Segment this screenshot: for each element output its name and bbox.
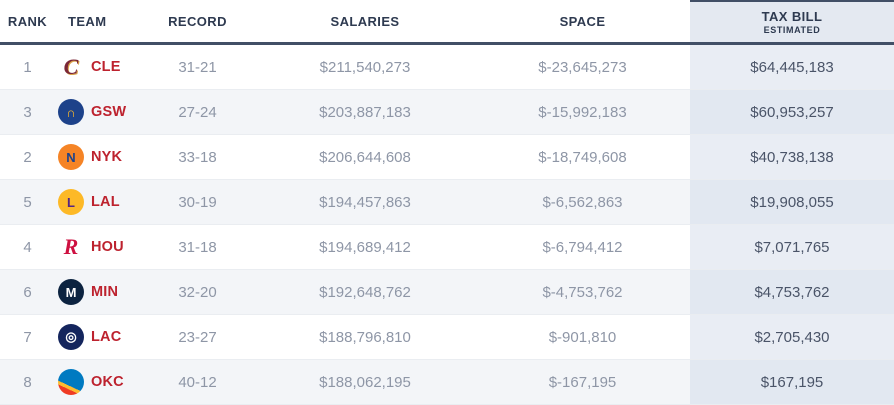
table-row: 2 N NYK 33-18 $206,644,608 $-18,749,608 … (0, 135, 894, 180)
salaries-cell: $188,062,195 (319, 373, 411, 391)
team-abbr[interactable]: LAC (91, 329, 122, 345)
tax-bill-cell: $64,445,183 (690, 45, 894, 89)
rank-cell: 6 (23, 283, 32, 301)
col-header-space[interactable]: SPACE (559, 13, 606, 29)
team-cell[interactable]: ∩ GSW (55, 90, 140, 134)
space-cell: $-6,794,412 (542, 238, 623, 256)
team-abbr[interactable]: CLE (91, 59, 121, 75)
record-cell: 32-20 (178, 283, 217, 301)
record-cell: 40-12 (178, 373, 217, 391)
tax-bill-cell: $2,705,430 (690, 315, 894, 359)
team-cell[interactable]: C CLE (55, 45, 140, 89)
table-row: 1 C CLE 31-21 $211,540,273 $-23,645,273 … (0, 45, 894, 90)
space-cell: $-4,753,762 (542, 283, 623, 301)
team-cell[interactable]: N NYK (55, 135, 140, 179)
salaries-cell: $194,457,863 (319, 193, 411, 211)
space-cell: $-6,562,863 (542, 193, 623, 211)
nyk-logo-icon: N (58, 144, 84, 170)
tax-bill-cell: $60,953,257 (690, 90, 894, 134)
salaries-cell: $194,689,412 (319, 238, 411, 256)
space-cell: $-901,810 (548, 328, 617, 346)
lac-logo-icon: ◎ (58, 324, 84, 350)
salaries-cell: $203,887,183 (319, 103, 411, 121)
space-cell: $-167,195 (548, 373, 617, 391)
table-row: 7 ◎ LAC 23-27 $188,796,810 $-901,810 $2,… (0, 315, 894, 360)
cle-logo-icon: C (63, 54, 79, 79)
min-logo-icon: M (58, 279, 84, 305)
salaries-cell: $188,796,810 (319, 328, 411, 346)
record-cell: 23-27 (178, 328, 217, 346)
team-abbr[interactable]: OKC (91, 374, 124, 390)
table-row: 5 L LAL 30-19 $194,457,863 $-6,562,863 $… (0, 180, 894, 225)
table-header: RANK TEAM RECORD SALARIES SPACE TAX BILL… (0, 0, 894, 45)
table-row: 8 OKC 40-12 $188,062,195 $-167,195 $167,… (0, 360, 894, 405)
rank-cell: 1 (23, 58, 32, 76)
tax-bill-cell: $7,071,765 (690, 225, 894, 269)
record-cell: 27-24 (178, 103, 217, 121)
team-cell[interactable]: ◎ LAC (55, 315, 140, 359)
rank-cell: 8 (23, 373, 32, 391)
salaries-cell: $206,644,608 (319, 148, 411, 166)
col-header-team[interactable]: TEAM (68, 13, 107, 29)
team-cell[interactable]: M MIN (55, 270, 140, 314)
space-cell: $-18,749,608 (538, 148, 627, 166)
col-header-salaries[interactable]: SALARIES (330, 13, 400, 29)
col-header-rank[interactable]: RANK (7, 13, 48, 29)
col-header-tax-bill[interactable]: TAX BILL ESTIMATED (690, 0, 894, 42)
team-abbr[interactable]: LAL (91, 194, 120, 210)
lal-logo-icon: L (58, 189, 84, 215)
table-row: 4 R HOU 31-18 $194,689,412 $-6,794,412 $… (0, 225, 894, 270)
table-row: 3 ∩ GSW 27-24 $203,887,183 $-15,992,183 … (0, 90, 894, 135)
rank-cell: 4 (23, 238, 32, 256)
tax-bill-cell: $19,908,055 (690, 180, 894, 224)
team-cell[interactable]: OKC (55, 360, 140, 404)
hou-logo-icon: R (63, 234, 79, 259)
rank-cell: 3 (23, 103, 32, 121)
team-abbr[interactable]: HOU (91, 239, 124, 255)
team-abbr[interactable]: NYK (91, 149, 123, 165)
record-cell: 31-18 (178, 238, 217, 256)
record-cell: 30-19 (178, 193, 217, 211)
salaries-cell: $192,648,762 (319, 283, 411, 301)
okc-logo-icon (58, 369, 84, 395)
team-cell[interactable]: R HOU (55, 225, 140, 269)
space-cell: $-23,645,273 (538, 58, 627, 76)
table-row: 6 M MIN 32-20 $192,648,762 $-4,753,762 $… (0, 270, 894, 315)
rank-cell: 5 (23, 193, 32, 211)
space-cell: $-15,992,183 (538, 103, 627, 121)
tax-bill-header-sublabel: ESTIMATED (763, 25, 821, 35)
gsw-logo-icon: ∩ (58, 99, 84, 125)
team-abbr[interactable]: GSW (91, 104, 127, 120)
salaries-cell: $211,540,273 (319, 58, 411, 76)
record-cell: 31-21 (178, 58, 217, 76)
rank-cell: 7 (23, 328, 32, 346)
record-cell: 33-18 (178, 148, 217, 166)
col-header-record[interactable]: RECORD (168, 13, 227, 29)
team-cell[interactable]: L LAL (55, 180, 140, 224)
team-abbr[interactable]: MIN (91, 284, 119, 300)
rank-cell: 2 (23, 148, 32, 166)
tax-bill-cell: $167,195 (690, 360, 894, 404)
tax-bill-header-label: TAX BILL (761, 9, 823, 24)
tax-bill-cell: $40,738,138 (690, 135, 894, 179)
tax-bill-cell: $4,753,762 (690, 270, 894, 314)
